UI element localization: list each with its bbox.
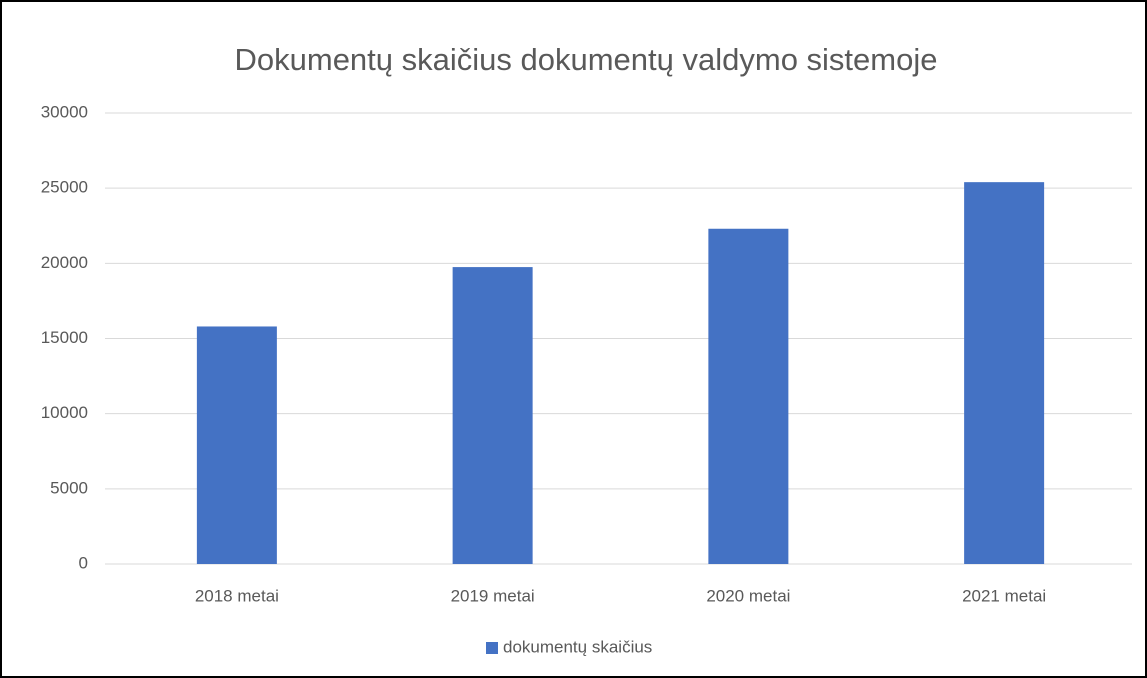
legend-label: dokumentų skaičius xyxy=(503,637,652,656)
x-tick-label: 2020 metai xyxy=(706,586,790,605)
bar xyxy=(708,228,789,565)
y-tick-label: 0 xyxy=(79,553,88,572)
x-tick-label: 2019 metai xyxy=(451,586,535,605)
x-tick-label: 2021 metai xyxy=(962,586,1046,605)
y-tick-label: 25000 xyxy=(41,178,88,197)
y-tick-label: 15000 xyxy=(41,328,88,347)
y-tick-label: 10000 xyxy=(41,403,88,422)
bar xyxy=(196,326,277,564)
legend-swatch xyxy=(486,642,498,654)
chart-title: Dokumentų skaičius dokumentų valdymo sis… xyxy=(235,42,938,77)
y-tick-label: 20000 xyxy=(41,253,88,272)
y-tick-label: 5000 xyxy=(50,478,88,497)
bar xyxy=(452,267,533,564)
bar xyxy=(964,182,1045,565)
x-tick-label: 2018 metai xyxy=(195,586,279,605)
y-tick-label: 30000 xyxy=(41,102,88,121)
